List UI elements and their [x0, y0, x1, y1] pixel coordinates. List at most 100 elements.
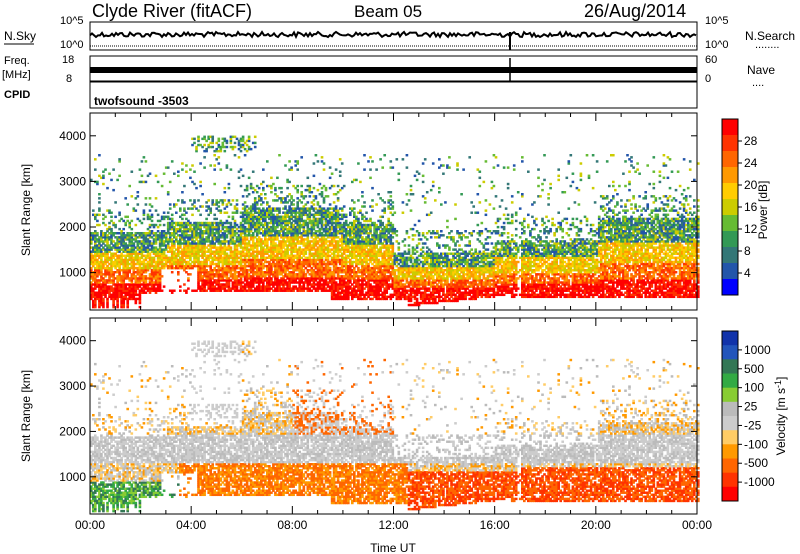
power-cell — [124, 277, 128, 280]
power-cell — [138, 266, 142, 270]
power-cell — [116, 254, 119, 258]
power-cell — [124, 264, 128, 268]
power-cell — [162, 258, 166, 262]
power-cell — [104, 260, 107, 264]
power-cell — [98, 285, 101, 288]
power-cell — [235, 199, 239, 202]
power-cell — [142, 236, 146, 239]
power-cell — [183, 266, 186, 270]
power-cell — [189, 273, 192, 276]
power-cell — [96, 279, 99, 282]
power-cell — [375, 223, 378, 227]
power-cell — [314, 195, 318, 198]
power-cell — [110, 287, 113, 290]
power-cell — [138, 273, 142, 276]
power-cell — [128, 262, 132, 266]
power-cell — [164, 256, 168, 260]
power-cell — [112, 303, 115, 307]
power-cell — [138, 234, 142, 237]
power-cell — [116, 289, 119, 292]
power-cell — [209, 211, 213, 214]
power-cell — [170, 266, 174, 270]
power-cell — [270, 191, 273, 194]
power-cell — [134, 250, 138, 253]
power-cell — [92, 275, 95, 278]
power-cell — [160, 254, 164, 258]
power-cell — [152, 266, 156, 270]
power-cell — [92, 264, 95, 268]
power-cell — [197, 246, 200, 249]
power-cell — [191, 260, 194, 264]
power-cell — [166, 215, 170, 219]
power-cell — [223, 242, 227, 245]
power-cell — [199, 289, 202, 292]
power-cell — [179, 236, 182, 239]
power-cell — [292, 184, 295, 188]
power-cell — [197, 236, 200, 239]
power-cell — [144, 275, 148, 278]
power-cell — [191, 264, 194, 268]
power-cell — [116, 246, 119, 249]
power-cell — [94, 273, 97, 276]
power-cell — [138, 232, 142, 235]
power-cell — [193, 199, 196, 202]
power-cell — [162, 252, 166, 255]
power-cell — [120, 269, 123, 272]
power-cell — [173, 225, 176, 229]
power-cell — [166, 223, 170, 227]
power-cell — [118, 275, 121, 278]
power-cell — [104, 269, 107, 272]
power-cell — [379, 238, 382, 241]
power-cell — [94, 232, 97, 235]
power-cell — [98, 266, 101, 270]
power-cell — [168, 258, 172, 262]
power-cell — [114, 277, 117, 280]
power-cell — [106, 287, 109, 290]
power-cell — [136, 191, 140, 194]
power-cell — [138, 262, 142, 266]
power-cell — [288, 180, 291, 184]
power-cell — [118, 248, 121, 251]
power-cell — [136, 217, 140, 221]
power-cell — [148, 223, 152, 227]
power-cell — [128, 232, 132, 235]
power-cell — [140, 174, 144, 178]
power-cell — [118, 211, 121, 214]
power-cell — [114, 260, 117, 264]
power-cell — [136, 277, 140, 280]
power-cell — [106, 305, 109, 309]
power-cell — [148, 258, 152, 262]
power-cell — [347, 297, 350, 301]
power-cell — [199, 227, 202, 231]
power-cell — [183, 230, 186, 233]
power-cell — [199, 240, 202, 243]
power-cell — [142, 234, 146, 237]
power-cell — [219, 168, 223, 171]
power-cell — [106, 285, 109, 288]
power-cell — [162, 262, 166, 266]
power-cell — [349, 213, 352, 217]
power-cell — [144, 262, 148, 266]
power-cell — [146, 262, 150, 266]
power-cell — [197, 221, 200, 225]
power-cell — [108, 225, 111, 229]
power-cell — [112, 271, 115, 274]
power-cell — [112, 252, 115, 255]
power-cell — [164, 254, 168, 258]
power-cell — [136, 271, 140, 274]
power-cell — [146, 250, 150, 253]
power-cell — [201, 283, 204, 286]
power-cell — [177, 279, 180, 282]
power-cell — [98, 271, 101, 274]
power-cell — [185, 291, 188, 294]
power-cell — [239, 149, 243, 153]
power-cell — [114, 242, 117, 245]
power-cell — [126, 301, 130, 305]
power-cell — [92, 283, 95, 286]
power-cell — [245, 186, 249, 190]
power-cell — [104, 258, 107, 262]
power-cell — [205, 217, 208, 221]
power-cell — [203, 242, 206, 245]
power-cell — [94, 258, 97, 262]
power-cell — [130, 277, 134, 280]
